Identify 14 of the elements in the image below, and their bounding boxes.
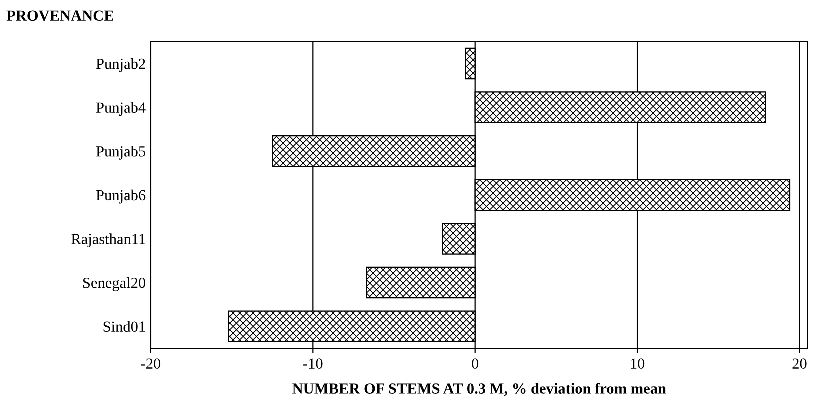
y-tick-label: Punjab6 bbox=[96, 190, 146, 204]
y-tick-label: Punjab2 bbox=[96, 58, 146, 72]
y-tick-label: Punjab5 bbox=[96, 146, 146, 160]
chart-title: PROVENANCE bbox=[6, 10, 114, 22]
x-tick-label: 20 bbox=[792, 358, 807, 369]
x-tick-label: 0 bbox=[472, 358, 479, 369]
y-tick-label: Senegal20 bbox=[83, 277, 146, 292]
x-tick-label: -10 bbox=[304, 358, 323, 369]
y-tick-label: Sind01 bbox=[104, 321, 146, 332]
y-tick-label: Punjab4 bbox=[96, 102, 146, 116]
x-tick-label: -20 bbox=[141, 358, 161, 369]
x-tick-label: 10 bbox=[631, 358, 645, 369]
x-axis-title: NUMBER OF STEMS AT 0.3 M, % deviation from mean bbox=[292, 383, 666, 396]
y-tick-label: Rajasthan11 bbox=[72, 234, 146, 248]
